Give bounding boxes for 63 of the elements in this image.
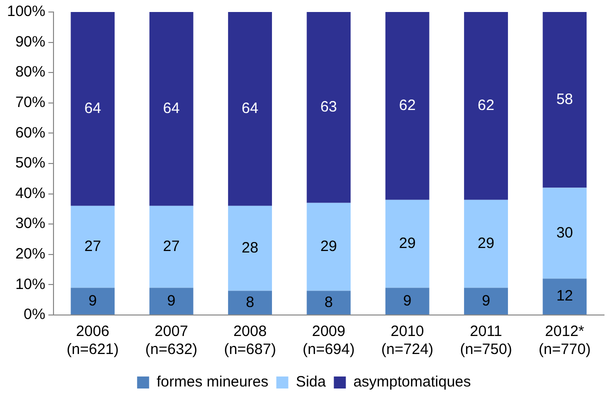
y-tick-label: 20% [15,246,46,263]
x-tick-label: 2007 (n=632) [145,323,198,358]
y-tick-label: 40% [15,184,46,202]
bar [385,288,430,314]
bar [228,12,272,206]
y-tick-label: 90% [15,33,46,50]
data-label: 29 [478,234,494,252]
y-tick-label: 80% [15,64,46,81]
data-label: 28 [242,239,258,256]
bar [70,12,115,206]
data-label: 63 [320,98,338,116]
bar [385,12,430,200]
data-label: 64 [242,100,258,118]
data-label: 30 [556,224,574,242]
x-tick-label: 2009 (n=694) [302,323,355,358]
x-tick-label: 2011 (n=750) [460,323,512,358]
data-label: 64 [84,100,102,118]
bar [464,200,508,288]
legend-label: asymptomatiques [353,374,471,391]
data-label: 29 [399,234,416,252]
bar [149,288,194,314]
x-tick-label: 2012* (n=770) [538,323,591,358]
bar [464,12,508,200]
y-tick-label: 100% [6,3,46,20]
bar [149,12,194,206]
x-tick-label: 2010 (n=724) [381,323,434,358]
bar [306,290,351,314]
data-label: 62 [478,97,494,114]
bar [149,206,194,288]
data-label: 29 [320,238,338,255]
y-tick-label: 10% [15,276,46,293]
y-tick-label: 50% [15,154,46,172]
x-tick-label: 2006 (n=621) [66,323,119,358]
data-label: 9 [88,292,97,310]
data-label: 12 [556,288,574,305]
bar [228,206,272,291]
bar [70,288,115,314]
bar [464,288,508,314]
data-label: 62 [399,97,416,114]
data-label: 64 [163,100,180,118]
legend-label: formes mineures [156,374,268,391]
y-tick-label: 30% [15,215,46,232]
bar [542,188,587,279]
data-label: 27 [163,238,180,255]
data-label: 9 [482,292,490,310]
bar [306,202,351,291]
data-label: 8 [246,294,254,311]
legend-label: Sida [296,374,326,391]
data-label: 9 [167,292,176,310]
bar [228,290,272,314]
data-label: 9 [403,292,412,310]
bar [306,12,351,203]
bar [70,206,115,288]
data-label: 58 [556,91,574,108]
bar [542,12,587,188]
data-label: 8 [324,294,333,311]
y-tick-label: 70% [15,94,46,112]
y-tick-label: 60% [15,124,46,142]
y-tick-label: 0% [24,306,46,324]
bar [385,200,430,288]
data-label: 27 [84,238,102,255]
bar [542,278,587,314]
x-tick-label: 2008 (n=687) [224,323,276,358]
